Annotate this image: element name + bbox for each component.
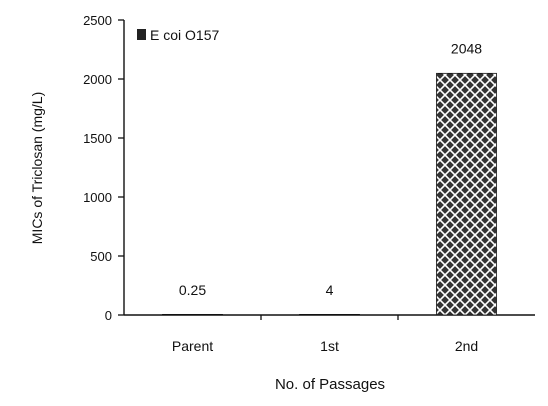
y-tick-label: 1500	[83, 131, 112, 146]
data-label: 2048	[451, 40, 482, 56]
y-tick-label: 500	[90, 249, 112, 264]
y-axis-ticks: 0 500 1000 1500 2000 2500	[83, 13, 124, 323]
x-tick-label: 2nd	[455, 338, 478, 354]
legend: E coi O157	[137, 27, 219, 43]
y-tick-label: 0	[105, 308, 112, 323]
x-axis-title: No. of Passages	[275, 376, 385, 393]
legend-swatch	[137, 29, 146, 40]
y-tick-label: 2500	[83, 13, 112, 28]
y-axis-title: MICs of Triclosan (mg/L)	[29, 92, 45, 244]
bar	[299, 313, 360, 316]
y-tick-label: 1000	[83, 190, 112, 205]
x-axis-ticks: Parent 1st 2nd	[172, 315, 478, 354]
legend-label: E coi O157	[150, 27, 219, 43]
x-tick-label: 1st	[320, 338, 339, 354]
bar	[162, 313, 223, 316]
y-tick-label: 2000	[83, 72, 112, 87]
data-labels: 0.25 4 2048	[179, 40, 482, 298]
data-label: 0.25	[179, 282, 206, 298]
bar	[436, 72, 497, 316]
bars	[162, 72, 497, 316]
x-tick-label: Parent	[172, 338, 213, 354]
data-label: 4	[326, 282, 334, 298]
